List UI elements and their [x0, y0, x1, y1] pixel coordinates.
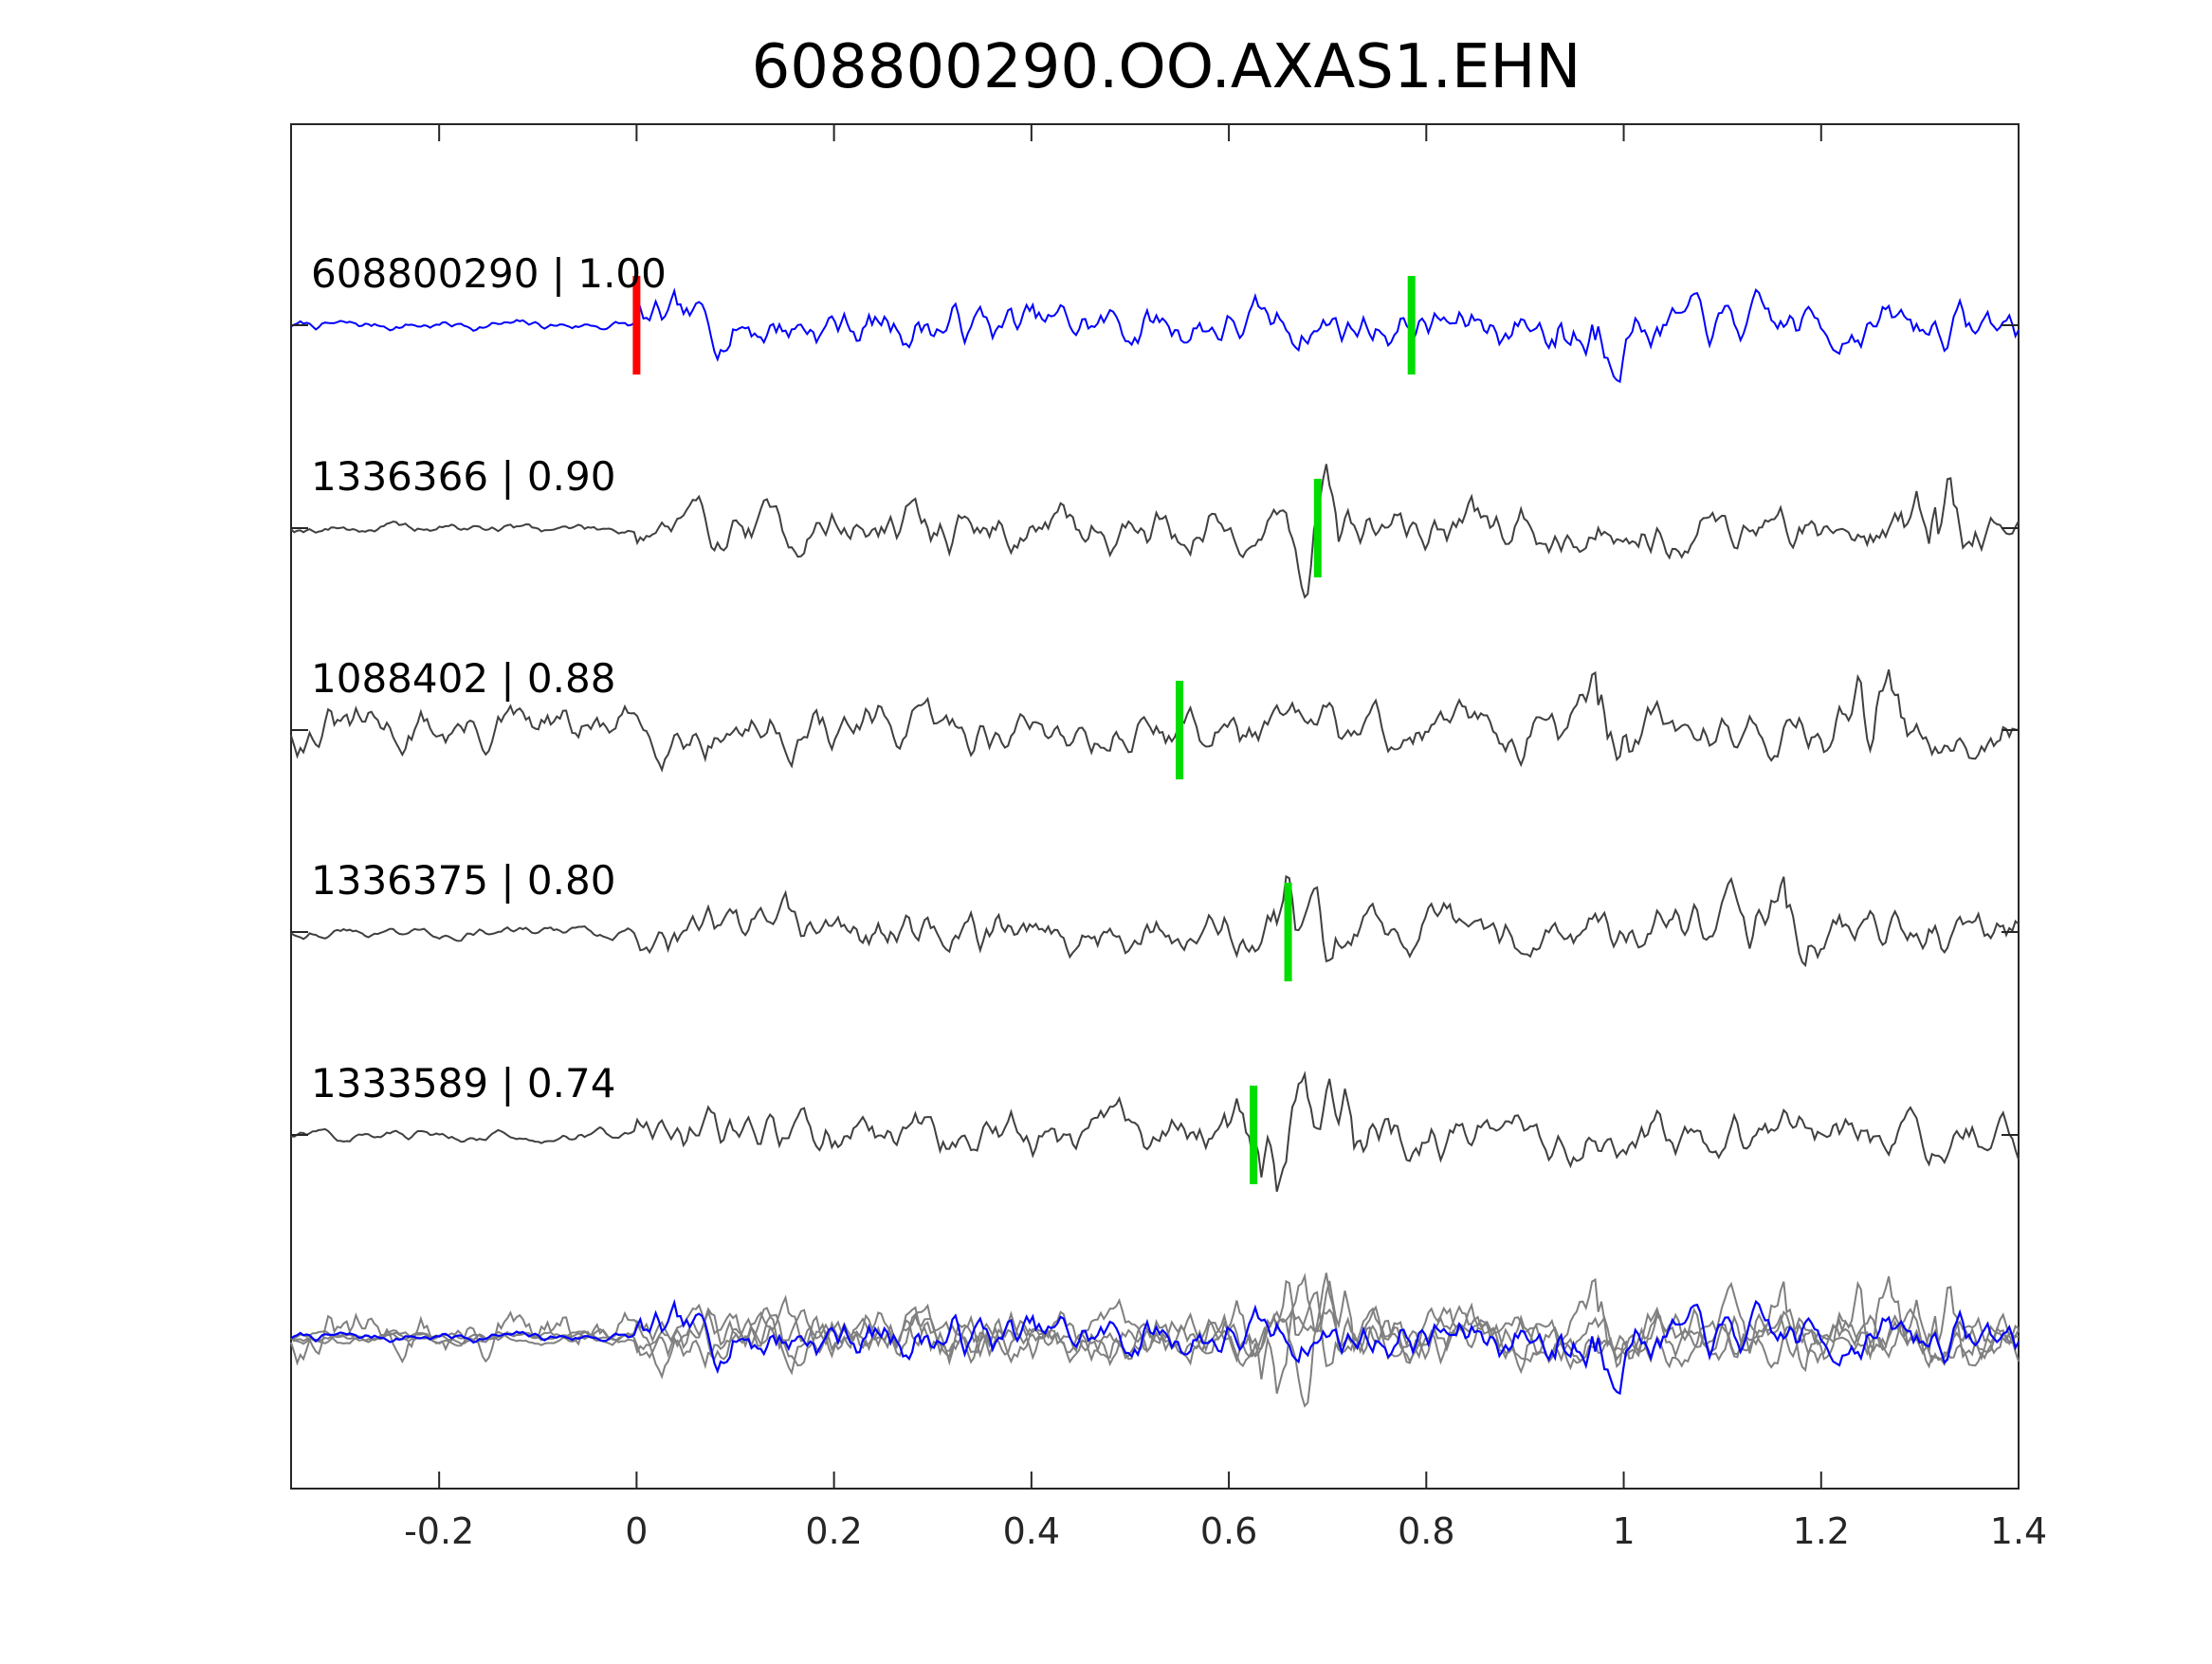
trace-1088402 — [290, 669, 2020, 773]
trace-1333589 — [290, 1070, 2020, 1193]
xtick-label: 0.2 — [805, 1510, 862, 1552]
trace-608800290 — [290, 287, 2020, 384]
xtick-label: 1.2 — [1793, 1510, 1850, 1552]
chart-title: 608800290.OO.AXAS1.EHN — [752, 32, 1581, 102]
overlay-trace-608800290 — [290, 1298, 2020, 1396]
trace-1336366 — [290, 464, 2020, 599]
trace-label-1336366: 1336366 | 0.90 — [311, 453, 615, 500]
xtick-label: 0.8 — [1398, 1510, 1454, 1552]
xtick-label: 0.6 — [1200, 1510, 1257, 1552]
xtick-label: -0.2 — [404, 1510, 474, 1552]
trace-label-1088402: 1088402 | 0.88 — [311, 655, 615, 702]
xtick-label: 1 — [1612, 1510, 1635, 1552]
xtick-label: 0.4 — [1003, 1510, 1060, 1552]
ticks-layer: -0.2 0 0.2 0.4 0.6 0.8 1 1.2 1.4 — [291, 124, 2047, 1552]
picks-layer — [632, 276, 1416, 1184]
axes-frame — [290, 123, 2020, 1490]
traces-layer — [290, 287, 2020, 1193]
overlay-trace-1333589 — [290, 1272, 2020, 1395]
trace-label-1333589: 1333589 | 0.74 — [311, 1060, 615, 1106]
trace-label-608800290: 608800290 | 1.00 — [311, 250, 667, 297]
labels-layer: 608800290 | 1.00 1336366 | 0.90 1088402 | … — [311, 250, 667, 1106]
xtick-label: 1.4 — [1990, 1510, 2047, 1552]
trace-label-1336375: 1336375 | 0.80 — [311, 857, 615, 904]
overlay-trace-1088402 — [290, 1276, 2020, 1380]
trace-1336375 — [290, 874, 2020, 968]
xtick-label: 0 — [625, 1510, 648, 1552]
overlay-layer — [290, 1272, 2020, 1408]
